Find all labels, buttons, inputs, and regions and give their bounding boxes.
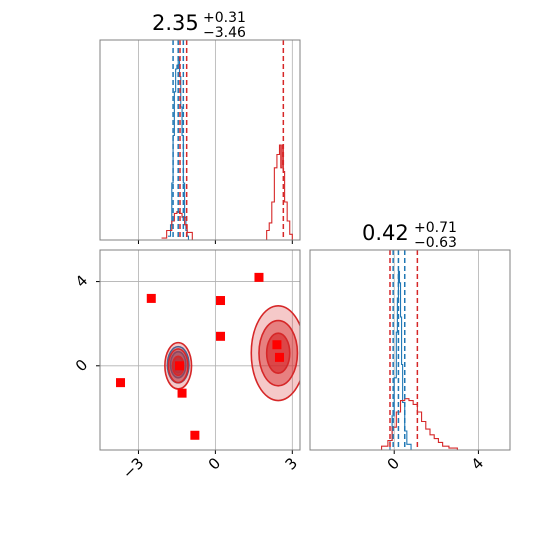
- x-tick-label: 0: [384, 454, 403, 473]
- panel-frame: [309, 249, 511, 451]
- x-tick-label: 4: [468, 454, 487, 473]
- red-square-marker: [272, 340, 282, 350]
- red-square-marker: [216, 331, 226, 341]
- panel-frame: [99, 39, 301, 241]
- panel-marginal-1: [99, 39, 301, 244]
- red-square-marker: [146, 293, 156, 303]
- red-square-marker: [116, 378, 126, 388]
- red-square-marker: [274, 352, 284, 362]
- red-square-marker: [216, 296, 226, 306]
- hist-red: [373, 398, 458, 451]
- x-tick-label: −3: [119, 454, 147, 482]
- joint-content: [116, 272, 300, 440]
- red-square-marker: [254, 272, 264, 282]
- red-square-marker: [174, 361, 184, 371]
- title-1-value: 2.35: [152, 11, 199, 35]
- x-tick-label: 3: [282, 454, 301, 473]
- red-square-marker: [177, 388, 187, 398]
- y-tick-label: 0: [72, 356, 91, 375]
- title-1-lower: −3.46: [203, 25, 246, 41]
- title-param-1: 2.35 +0.31 −3.46: [152, 10, 246, 41]
- title-param-2: 0.42 +0.71 −0.63: [362, 220, 457, 251]
- title-2-value: 0.42: [362, 221, 409, 245]
- x-tick-label: 0: [205, 454, 224, 473]
- title-1-upper: +0.31: [203, 10, 246, 26]
- panel-frame: [99, 249, 301, 451]
- panel-joint: −3 0 3 0 4: [72, 249, 301, 482]
- title-2-lower: −0.63: [414, 235, 457, 251]
- red-square-marker: [190, 430, 200, 440]
- title-2-upper: +0.71: [414, 220, 457, 236]
- hist-red: [161, 144, 293, 241]
- y-tick-label: 4: [72, 271, 91, 290]
